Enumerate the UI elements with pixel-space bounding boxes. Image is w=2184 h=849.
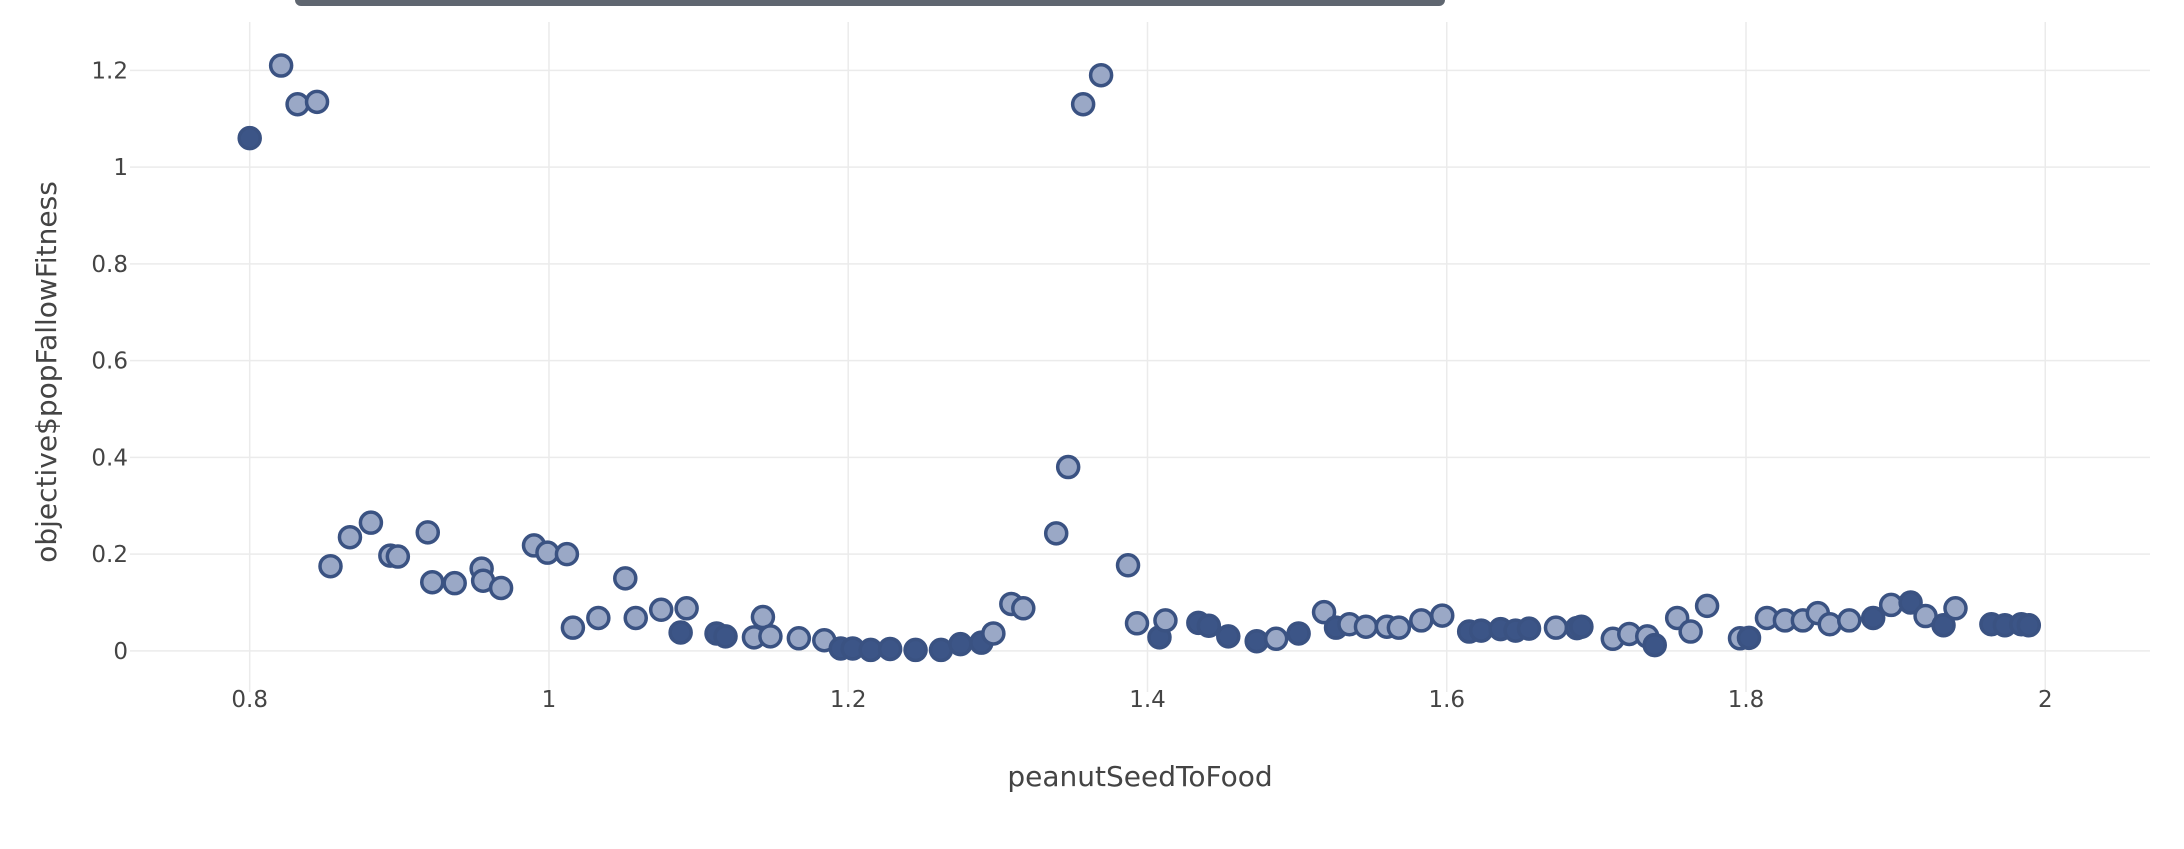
data-point <box>903 637 928 663</box>
data-point <box>613 566 638 591</box>
data-point <box>623 605 648 631</box>
data-point <box>420 569 445 595</box>
data-point <box>1678 619 1703 644</box>
data-point <box>1043 521 1069 546</box>
data-point <box>1817 612 1843 637</box>
data-point <box>304 89 330 115</box>
data-points <box>237 53 2042 663</box>
y-tick-label: 1 <box>113 155 128 181</box>
grid <box>130 22 2150 692</box>
x-tick-label: 2 <box>2038 687 2053 713</box>
y-tick-label: 1.2 <box>91 58 128 84</box>
data-point <box>560 615 586 640</box>
data-point <box>415 520 441 545</box>
data-point <box>713 624 738 649</box>
data-point <box>981 621 1006 646</box>
data-point <box>1124 611 1150 636</box>
data-point <box>1244 628 1269 654</box>
data-point <box>786 626 812 651</box>
y-axis-title: objective$popFallowFitness <box>30 181 63 563</box>
data-point <box>1694 593 1720 619</box>
data-point <box>1736 625 1762 651</box>
data-point <box>668 620 693 645</box>
data-point <box>1115 553 1141 578</box>
x-axis-title: peanutSeedToFood <box>1007 760 1272 793</box>
data-point <box>948 631 973 657</box>
data-point <box>1430 603 1455 628</box>
y-axis-ticks: 0 0.2 0.4 0.6 0.8 1 1.2 <box>91 58 128 665</box>
data-point <box>1070 91 1096 117</box>
data-point <box>1216 624 1241 649</box>
data-point <box>554 541 580 567</box>
x-tick-label: 0.8 <box>231 687 268 713</box>
data-point <box>318 553 343 579</box>
data-point <box>1878 592 1904 618</box>
data-point <box>1386 615 1412 640</box>
data-point <box>237 125 262 151</box>
data-point <box>268 53 294 78</box>
data-point <box>1153 608 1178 633</box>
y-tick-label: 0.6 <box>91 349 128 375</box>
data-point <box>1516 616 1542 641</box>
data-point <box>442 570 467 596</box>
data-point <box>1409 608 1434 633</box>
data-point <box>2016 612 2042 638</box>
data-point <box>1088 62 1114 88</box>
data-point <box>1543 615 1569 640</box>
data-point <box>1055 454 1081 480</box>
data-point <box>1286 621 1311 646</box>
data-point <box>758 624 783 649</box>
data-point <box>1836 608 1862 633</box>
x-tick-label: 1 <box>542 687 557 713</box>
data-point <box>877 636 903 662</box>
data-point <box>1011 596 1036 621</box>
data-point <box>1931 612 1956 638</box>
data-point <box>1898 590 1923 615</box>
data-point <box>1353 614 1379 639</box>
data-point <box>488 575 514 601</box>
y-tick-label: 0.2 <box>91 542 128 568</box>
data-point <box>1263 626 1289 652</box>
x-tick-label: 1.8 <box>1728 687 1765 713</box>
data-point <box>1642 632 1667 658</box>
data-point <box>358 510 384 535</box>
data-point <box>1860 605 1886 631</box>
x-tick-label: 1.6 <box>1428 687 1465 713</box>
y-tick-label: 0.4 <box>91 445 128 471</box>
data-point <box>1943 596 1968 621</box>
data-point <box>586 605 611 631</box>
x-tick-label: 1.4 <box>1129 687 1166 713</box>
data-point <box>674 596 699 621</box>
top-toolbar-strip <box>295 0 1445 6</box>
data-point <box>1196 613 1222 638</box>
x-axis-ticks: 0.8 1 1.2 1.4 1.6 1.8 2 <box>231 687 2052 713</box>
data-point <box>337 524 363 550</box>
x-tick-label: 1.2 <box>830 687 867 713</box>
data-point <box>648 597 674 623</box>
y-tick-label: 0.8 <box>91 252 128 278</box>
y-tick-label: 0 <box>113 639 128 665</box>
data-point <box>285 91 310 117</box>
data-point <box>385 544 411 569</box>
data-point <box>1569 614 1594 639</box>
